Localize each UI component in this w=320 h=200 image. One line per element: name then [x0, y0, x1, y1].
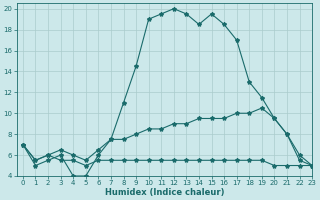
- X-axis label: Humidex (Indice chaleur): Humidex (Indice chaleur): [105, 188, 224, 197]
